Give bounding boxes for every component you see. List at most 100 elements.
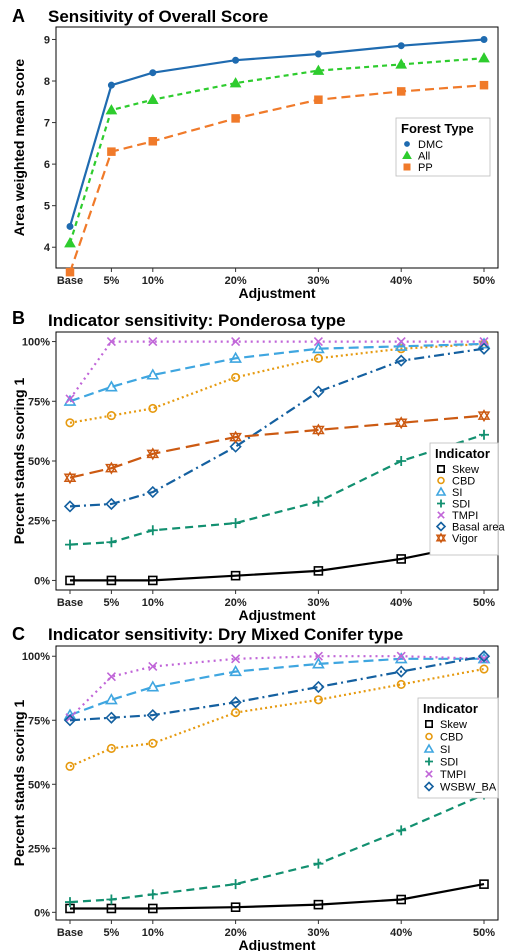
data-point-cbd [231,708,241,718]
data-point-sdi [147,889,158,900]
data-point-all [64,237,76,248]
legend-label-dmc: DMC [418,139,443,151]
data-point-pp [148,137,158,146]
data-point-all [312,64,325,75]
data-point-skew [396,554,407,564]
legend-label-cbd: CBD [440,732,463,744]
data-point-pp [65,267,75,277]
legend-label-basal-area: Basal area [452,522,505,534]
x-tick-label: 20% [225,597,247,609]
data-point-skew [230,570,241,581]
x-tick-label: 5% [103,275,119,287]
x-tick-label: 30% [307,927,329,939]
series-dmc [66,35,488,230]
legend-label-tmpi: TMPI [440,769,466,781]
data-point-cbd [148,738,158,748]
chart-panel-a: A Sensitivity of Overall Score 4 5 6 7 8 9 Base 5… [11,6,499,301]
data-point-vigor [63,471,77,485]
data-point-cbd [396,679,406,689]
series-sdi [65,429,489,550]
series-line-skew [70,883,485,910]
y-tick-label: 0% [34,907,50,919]
data-point-wsbw-ba [105,711,118,724]
x-tick-label: Base [57,275,83,287]
y-tick-label: 75% [28,715,50,727]
legend-label-si: SI [452,487,462,499]
chart-title: Indicator sensitivity: Ponderosa type [48,311,346,330]
data-point-tmpi [479,654,489,664]
data-point-basal-area [146,485,159,499]
legend-label-sdi: SDI [440,757,458,769]
data-point-dmc [232,56,240,64]
data-point-cbd [231,372,241,382]
legend-title: Indicator [423,701,478,716]
data-point-sdi [396,825,407,836]
legend-title: Forest Type [401,121,474,136]
legend-marker-vigor [435,532,447,544]
data-point-pp [314,95,323,104]
data-point-cbd [65,418,75,428]
data-point-tmpi [231,336,241,347]
data-point-si [146,680,160,692]
series-wsbw-ba [63,650,491,727]
x-tick-label: 10% [142,275,164,287]
data-point-tmpi [231,654,241,664]
data-point-tmpi [106,336,116,347]
y-tick-label: 50% [28,456,50,468]
data-point-tmpi [65,394,75,404]
data-point-pp [396,87,406,96]
data-point-vigor [312,423,325,437]
y-axis-label: Area weighted mean score [11,59,27,237]
legend-label-sdi: SDI [452,499,470,511]
series-pp [65,80,489,277]
series-line-basal-area [69,347,485,508]
data-point-skew [148,903,158,914]
data-point-cbd [65,761,75,771]
data-point-skew [65,575,75,586]
legend-label-wsbw-ba: WSBW_BA [440,782,497,794]
data-point-si [394,339,408,351]
data-point-dmc [149,69,157,77]
y-tick-label: 50% [28,779,50,791]
x-tick-label: 5% [103,597,119,609]
data-point-wsbw-ba [312,680,325,694]
series-line-cbd [69,667,485,768]
series-line-si [69,342,485,403]
data-point-skew [106,575,117,586]
y-tick-label: 25% [28,843,50,855]
data-point-dmc [66,222,74,230]
x-tick-label: 10% [142,597,164,609]
data-point-tmpi [148,661,158,672]
data-point-sdi [65,539,75,550]
data-point-sdi [106,537,117,548]
legend-marker-cbd [437,476,445,485]
series-skew [65,537,489,586]
data-point-all [146,93,159,104]
legend-marker-tmpi [425,770,433,778]
x-tick-label: 50% [473,927,495,939]
legend-marker-dmc [404,141,410,147]
data-point-sdi [65,897,75,908]
data-point-si [146,368,160,380]
data-point-si [229,664,242,677]
data-point-cbd [313,353,323,363]
data-point-sdi [313,858,324,869]
x-tick-label: Base [57,597,83,609]
data-point-wsbw-ba [395,665,408,678]
data-point-wsbw-ba [63,714,77,727]
y-tick-label: 0% [34,575,50,587]
data-point-si [105,693,118,705]
chart-panel-b: B Indicator sensitivity: Ponderosa type 0%… [11,308,505,623]
data-point-dmc [107,81,115,89]
legend-label-cbd: CBD [452,476,475,488]
y-tick-label: 5 [44,201,50,213]
y-tick-label: 4 [44,242,51,254]
data-point-sdi [106,894,117,905]
legend-marker-sdi [437,499,445,508]
x-tick-label: 40% [390,275,412,287]
data-point-si [312,657,325,669]
data-point-sdi [313,496,324,507]
y-axis-label: Percent stands scoring 1 [11,700,27,867]
data-point-sdi [396,456,407,466]
series-basal-area [63,342,491,513]
